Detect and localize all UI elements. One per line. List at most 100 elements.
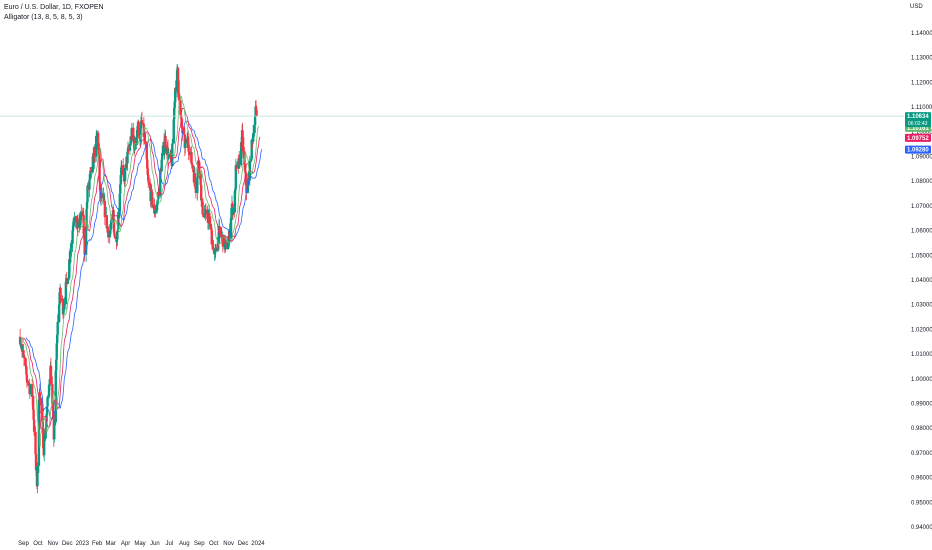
time-tick-label: Oct: [209, 541, 219, 547]
candle-body: [83, 237, 86, 255]
candle-body: [123, 167, 127, 182]
candle-body: [59, 297, 63, 299]
candle-body: [190, 163, 194, 166]
candle-body: [239, 142, 243, 166]
time-tick-label: Nov: [48, 541, 59, 547]
candle-body: [201, 201, 204, 215]
candle-body: [22, 350, 25, 355]
candle-body: [210, 227, 213, 231]
candle-body: [173, 102, 176, 108]
candle-body: [82, 215, 85, 235]
candle-body: [181, 127, 184, 134]
candle-body: [85, 208, 88, 227]
candle-body: [25, 366, 28, 375]
candle-body: [235, 165, 238, 166]
candle-body: [47, 384, 51, 397]
candle-body: [55, 359, 58, 371]
candle-body: [182, 133, 186, 134]
candle-body: [69, 248, 72, 257]
time-tick-label: Mar: [105, 541, 115, 547]
jaw-price-tag-label: 1.09280: [907, 148, 929, 154]
candle-body: [113, 235, 117, 239]
candle-body: [68, 259, 71, 279]
candle-body: [39, 397, 43, 406]
candle-body: [160, 159, 163, 172]
time-tick-label: May: [134, 541, 145, 547]
candle-body: [198, 161, 201, 174]
candle-body: [135, 129, 139, 137]
candle-body: [250, 139, 253, 159]
candle-body: [180, 119, 184, 128]
time-axis: Sep Oct Nov Dec 2023 Feb Mar Apr May Jun Jul Aug Sep…: [18, 541, 265, 547]
candle-body: [191, 165, 194, 169]
candle-body: [225, 241, 228, 243]
time-tick-label: Feb: [92, 541, 103, 547]
price-tick-label: 0.94000: [911, 525, 932, 531]
candle-body: [129, 143, 132, 145]
candle-body: [227, 241, 230, 247]
candle-body: [89, 170, 92, 174]
candle-body: [120, 167, 123, 175]
candle-body: [69, 256, 72, 263]
candle-body: [254, 106, 258, 110]
candle-body: [173, 88, 177, 103]
candle-body: [213, 253, 216, 255]
candle-body: [147, 180, 150, 184]
candle-body: [32, 419, 36, 432]
candle-body: [224, 242, 227, 244]
candle-body: [86, 185, 89, 202]
candle-body: [18, 336, 22, 345]
teeth-price-tag: [905, 133, 931, 142]
candle-body: [54, 370, 57, 423]
time-tick-label: Dec: [238, 541, 249, 547]
candle-body: [204, 209, 208, 211]
price-tick-label: 0.96000: [911, 476, 932, 482]
time-tick-label: Sep: [18, 541, 29, 547]
price-tick-label: 1.00000: [911, 377, 932, 383]
currency-label[interactable]: USD: [910, 4, 923, 10]
candle-body: [22, 354, 26, 359]
alligator-teeth-line: [23, 107, 261, 431]
candle-body: [112, 209, 115, 220]
candle-body: [51, 404, 55, 411]
candle-body: [203, 213, 206, 218]
candle-body: [110, 219, 113, 221]
candle-body: [46, 396, 49, 407]
candle-body: [19, 344, 22, 345]
indicator-title[interactable]: Alligator (13, 8, 5, 8, 5, 3): [4, 13, 83, 21]
candle-body: [29, 388, 32, 394]
candle-body: [200, 198, 204, 202]
candle-body: [108, 231, 111, 238]
candle-body: [120, 165, 123, 168]
candle-body: [194, 181, 197, 189]
candle-body: [229, 217, 233, 239]
candle-body: [206, 209, 209, 219]
candle-body: [85, 201, 89, 209]
symbol-title[interactable]: Euro / U.S. Dollar, 1D, FXOPEN: [4, 4, 104, 11]
price-tick-label: 1.09000: [911, 155, 932, 161]
candle-body: [32, 409, 35, 420]
candle-body: [248, 160, 252, 181]
candle-body: [122, 174, 125, 177]
candle-body: [42, 428, 45, 449]
candle-body: [98, 150, 101, 182]
candle-body: [221, 234, 225, 247]
candle-body: [86, 185, 90, 190]
candle-body: [82, 214, 85, 216]
candle-body: [119, 184, 122, 194]
candle-body: [187, 151, 191, 155]
candle-body: [116, 232, 119, 240]
candle-body: [76, 221, 80, 228]
candle-body: [24, 365, 28, 367]
candle-body: [210, 230, 213, 245]
candle-body: [135, 136, 138, 146]
candle-body: [241, 130, 244, 137]
candle-body: [109, 228, 112, 231]
candle-body: [233, 190, 237, 213]
price-tick-label: 1.11000: [911, 105, 932, 111]
candle-body: [219, 227, 223, 235]
candle-body: [173, 107, 176, 120]
price-tick-label: 1.01000: [911, 352, 932, 358]
